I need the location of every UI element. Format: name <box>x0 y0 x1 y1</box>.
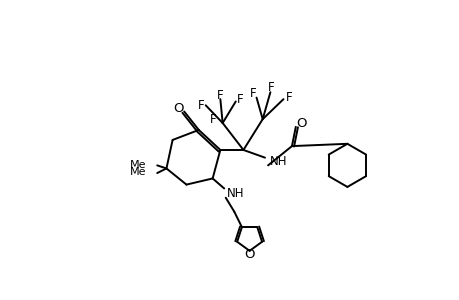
Text: NH: NH <box>269 155 286 168</box>
Text: F: F <box>197 99 204 112</box>
Text: O: O <box>244 248 254 261</box>
Text: F: F <box>236 93 243 106</box>
Text: F: F <box>210 113 216 126</box>
Text: O: O <box>173 102 184 115</box>
Text: O: O <box>295 117 306 130</box>
Text: F: F <box>217 89 223 102</box>
Text: Me: Me <box>129 160 146 170</box>
Text: F: F <box>250 87 256 100</box>
Text: F: F <box>285 91 291 104</box>
Text: NH: NH <box>227 187 244 200</box>
Text: F: F <box>267 81 274 94</box>
Text: Me: Me <box>129 167 146 177</box>
